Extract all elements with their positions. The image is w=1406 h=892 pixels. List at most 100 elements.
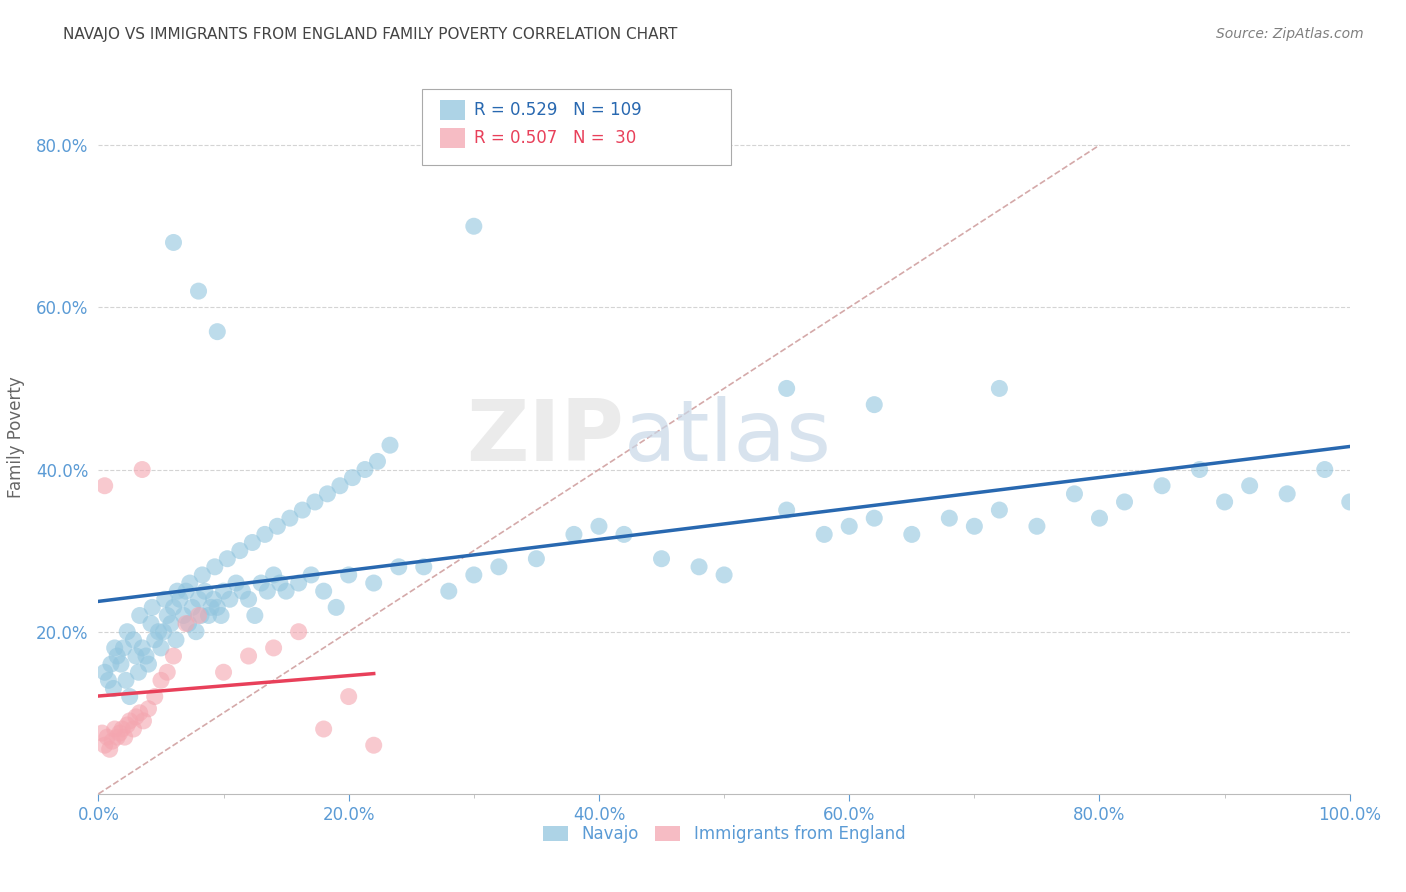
Point bbox=[287, 624, 309, 639]
Point bbox=[225, 576, 247, 591]
Point bbox=[103, 681, 125, 696]
Point bbox=[463, 568, 485, 582]
Point bbox=[1277, 487, 1299, 501]
Point bbox=[191, 568, 214, 582]
Point bbox=[166, 584, 188, 599]
Point bbox=[177, 616, 200, 631]
Point bbox=[488, 559, 510, 574]
Point bbox=[337, 690, 360, 704]
Point bbox=[93, 665, 115, 680]
Point bbox=[141, 600, 163, 615]
Text: ZIP: ZIP bbox=[467, 395, 624, 479]
Point bbox=[112, 640, 135, 655]
Point bbox=[152, 624, 174, 639]
Point bbox=[153, 592, 176, 607]
Point bbox=[776, 503, 799, 517]
Point bbox=[963, 519, 986, 533]
Point bbox=[105, 730, 128, 744]
Point bbox=[111, 722, 134, 736]
Point bbox=[132, 714, 155, 728]
Point bbox=[688, 559, 710, 574]
Point bbox=[131, 640, 153, 655]
Point bbox=[200, 600, 222, 615]
Point bbox=[190, 608, 212, 623]
Point bbox=[187, 284, 209, 298]
Text: R = 0.529   N = 109: R = 0.529 N = 109 bbox=[474, 101, 641, 119]
Point bbox=[162, 600, 184, 615]
Point bbox=[354, 462, 377, 476]
Text: R = 0.507   N =  30: R = 0.507 N = 30 bbox=[474, 129, 636, 147]
Point bbox=[143, 632, 166, 647]
Point bbox=[342, 470, 364, 484]
Point bbox=[115, 673, 138, 688]
Point bbox=[938, 511, 960, 525]
Point bbox=[1239, 479, 1261, 493]
Point bbox=[122, 722, 145, 736]
Point bbox=[650, 551, 672, 566]
Y-axis label: Family Poverty: Family Poverty bbox=[7, 376, 25, 498]
Point bbox=[197, 608, 219, 623]
Point bbox=[337, 568, 360, 582]
Point bbox=[148, 624, 170, 639]
Point bbox=[212, 665, 235, 680]
Point bbox=[1339, 495, 1361, 509]
Point bbox=[204, 559, 226, 574]
Point bbox=[128, 706, 150, 720]
Point bbox=[128, 608, 150, 623]
Point bbox=[209, 608, 232, 623]
Point bbox=[524, 551, 547, 566]
Point bbox=[900, 527, 922, 541]
Point bbox=[162, 648, 184, 663]
Point bbox=[588, 519, 610, 533]
Point bbox=[278, 511, 301, 525]
Point bbox=[97, 673, 120, 688]
Point bbox=[104, 722, 127, 736]
Point bbox=[863, 511, 886, 525]
Point bbox=[105, 648, 128, 663]
Point bbox=[1150, 479, 1173, 493]
Point bbox=[93, 738, 115, 752]
Text: Source: ZipAtlas.com: Source: ZipAtlas.com bbox=[1216, 27, 1364, 41]
Point bbox=[139, 616, 162, 631]
Point bbox=[1114, 495, 1136, 509]
Point bbox=[312, 722, 335, 736]
Point bbox=[174, 584, 197, 599]
Point bbox=[243, 608, 266, 623]
Point bbox=[110, 657, 132, 672]
Point bbox=[217, 551, 239, 566]
Point bbox=[218, 592, 240, 607]
Point bbox=[838, 519, 860, 533]
Point bbox=[269, 576, 291, 591]
Point bbox=[173, 608, 195, 623]
Point bbox=[299, 568, 322, 582]
Point bbox=[93, 479, 115, 493]
Point bbox=[98, 742, 121, 756]
Point bbox=[613, 527, 636, 541]
Point bbox=[388, 559, 411, 574]
Point bbox=[156, 608, 179, 623]
Point bbox=[207, 325, 229, 339]
Point bbox=[160, 616, 183, 631]
Point bbox=[101, 734, 124, 748]
Point bbox=[127, 665, 149, 680]
Point bbox=[256, 584, 278, 599]
Point bbox=[287, 576, 309, 591]
Point bbox=[156, 665, 179, 680]
Point bbox=[378, 438, 401, 452]
Point bbox=[312, 584, 335, 599]
Point bbox=[169, 592, 191, 607]
Point bbox=[207, 600, 229, 615]
Point bbox=[181, 600, 204, 615]
Point bbox=[138, 657, 160, 672]
Point bbox=[412, 559, 434, 574]
Point bbox=[988, 503, 1011, 517]
Point bbox=[1213, 495, 1236, 509]
Point bbox=[91, 726, 114, 740]
Point bbox=[118, 690, 141, 704]
Point bbox=[988, 381, 1011, 395]
Point bbox=[122, 632, 145, 647]
Point bbox=[231, 584, 253, 599]
Point bbox=[363, 576, 385, 591]
Point bbox=[212, 584, 235, 599]
Point bbox=[329, 479, 352, 493]
